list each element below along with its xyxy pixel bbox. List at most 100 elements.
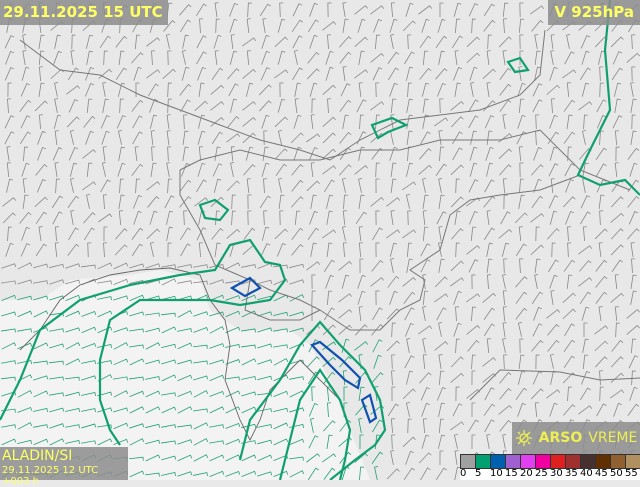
wind-barb	[518, 18, 525, 34]
wind-barb	[261, 162, 270, 177]
wind-barb	[452, 403, 463, 417]
wind-barb	[273, 374, 289, 382]
model-info: ALADIN/SI 29.11.2025 12 UTC +003 h	[0, 447, 128, 487]
wind-barb	[227, 115, 240, 128]
wind-barb	[129, 470, 145, 478]
wind-barb	[161, 374, 177, 382]
wind-barb	[630, 242, 635, 257]
wind-barb	[229, 2, 238, 17]
wind-barb	[631, 34, 636, 50]
wind-barb	[177, 359, 193, 365]
wind-barb	[406, 130, 413, 145]
wind-barb	[113, 342, 129, 350]
wind-barb	[471, 370, 476, 386]
wind-barb	[179, 19, 191, 33]
wind-barb	[129, 376, 144, 381]
wind-barb	[422, 114, 429, 129]
wind-barb	[434, 341, 448, 351]
wind-barb	[85, 130, 94, 145]
wind-barb	[261, 226, 270, 241]
wind-barb	[97, 407, 113, 413]
wind-barb	[97, 310, 113, 318]
wind-barb	[131, 243, 143, 257]
wind-barb	[453, 66, 462, 81]
wind-barb	[177, 471, 193, 477]
wind-barb	[469, 66, 478, 81]
wind-barb	[578, 277, 592, 287]
wind-barb	[339, 451, 352, 464]
wind-barb	[626, 324, 640, 335]
wind-barb	[372, 419, 383, 433]
wind-barb	[261, 34, 270, 49]
wind-barb	[469, 146, 478, 161]
wind-barb	[466, 197, 481, 207]
wind-barb	[469, 162, 478, 177]
wind-barb	[150, 162, 157, 177]
wind-barb	[231, 210, 236, 226]
wind-barb	[531, 20, 544, 32]
wind-barb	[503, 354, 508, 370]
wind-barb	[277, 98, 286, 113]
wind-barb	[471, 306, 477, 322]
wind-barb	[181, 66, 190, 81]
wind-barb	[390, 178, 397, 193]
wind-barb	[167, 82, 172, 98]
wind-barb	[160, 312, 176, 317]
wind-barb	[54, 242, 59, 257]
wind-barb	[161, 326, 177, 334]
wind-barb	[65, 439, 80, 444]
wind-barb	[437, 82, 447, 97]
wind-barb	[486, 50, 491, 65]
wind-barb	[391, 386, 396, 402]
wind-barb	[629, 162, 638, 177]
wind-barb	[599, 210, 604, 226]
wind-barb	[515, 243, 527, 257]
wind-barb	[614, 98, 621, 113]
wind-barb	[615, 322, 620, 338]
wind-barb	[247, 2, 252, 18]
wind-barb	[567, 242, 572, 258]
wind-barb	[310, 194, 317, 209]
wind-barb	[33, 295, 49, 301]
wind-barb	[145, 454, 161, 462]
wind-barb	[33, 360, 48, 365]
wind-barb	[241, 376, 256, 381]
brand-regular: VREME	[588, 430, 638, 446]
wind-barb	[435, 68, 448, 80]
wind-barb	[502, 434, 507, 449]
wind-barb	[422, 194, 429, 209]
wind-barb	[370, 53, 384, 63]
wind-barb	[434, 117, 449, 127]
wind-barb	[161, 264, 176, 269]
wind-barb	[547, 339, 560, 352]
wind-barb	[177, 328, 192, 333]
wind-barb	[162, 68, 176, 80]
wind-barb	[564, 51, 575, 65]
wind-barb	[534, 34, 539, 49]
wind-barb	[225, 438, 241, 445]
wind-barb	[407, 418, 412, 434]
wind-barb	[135, 82, 140, 98]
wind-barb	[435, 35, 448, 48]
wind-barb	[119, 178, 124, 194]
wind-barb	[21, 162, 30, 177]
wind-barb	[101, 130, 110, 145]
wind-barb	[177, 342, 193, 350]
wind-barb	[49, 407, 65, 413]
wind-barb	[391, 370, 396, 386]
wind-barb	[81, 408, 96, 413]
wind-barb	[596, 99, 607, 113]
wind-barb	[437, 434, 446, 449]
wind-barb	[406, 98, 413, 113]
wind-barb	[167, 98, 172, 114]
wind-barb	[241, 454, 257, 462]
wind-barb	[406, 370, 414, 385]
wind-barb	[610, 292, 624, 303]
wind-barb	[453, 2, 462, 17]
wind-barb	[132, 131, 143, 145]
wind-barb	[241, 310, 257, 318]
wind-barb	[562, 69, 577, 79]
wind-barb	[325, 194, 334, 209]
wind-barb	[273, 358, 289, 366]
wind-barb	[549, 402, 558, 417]
